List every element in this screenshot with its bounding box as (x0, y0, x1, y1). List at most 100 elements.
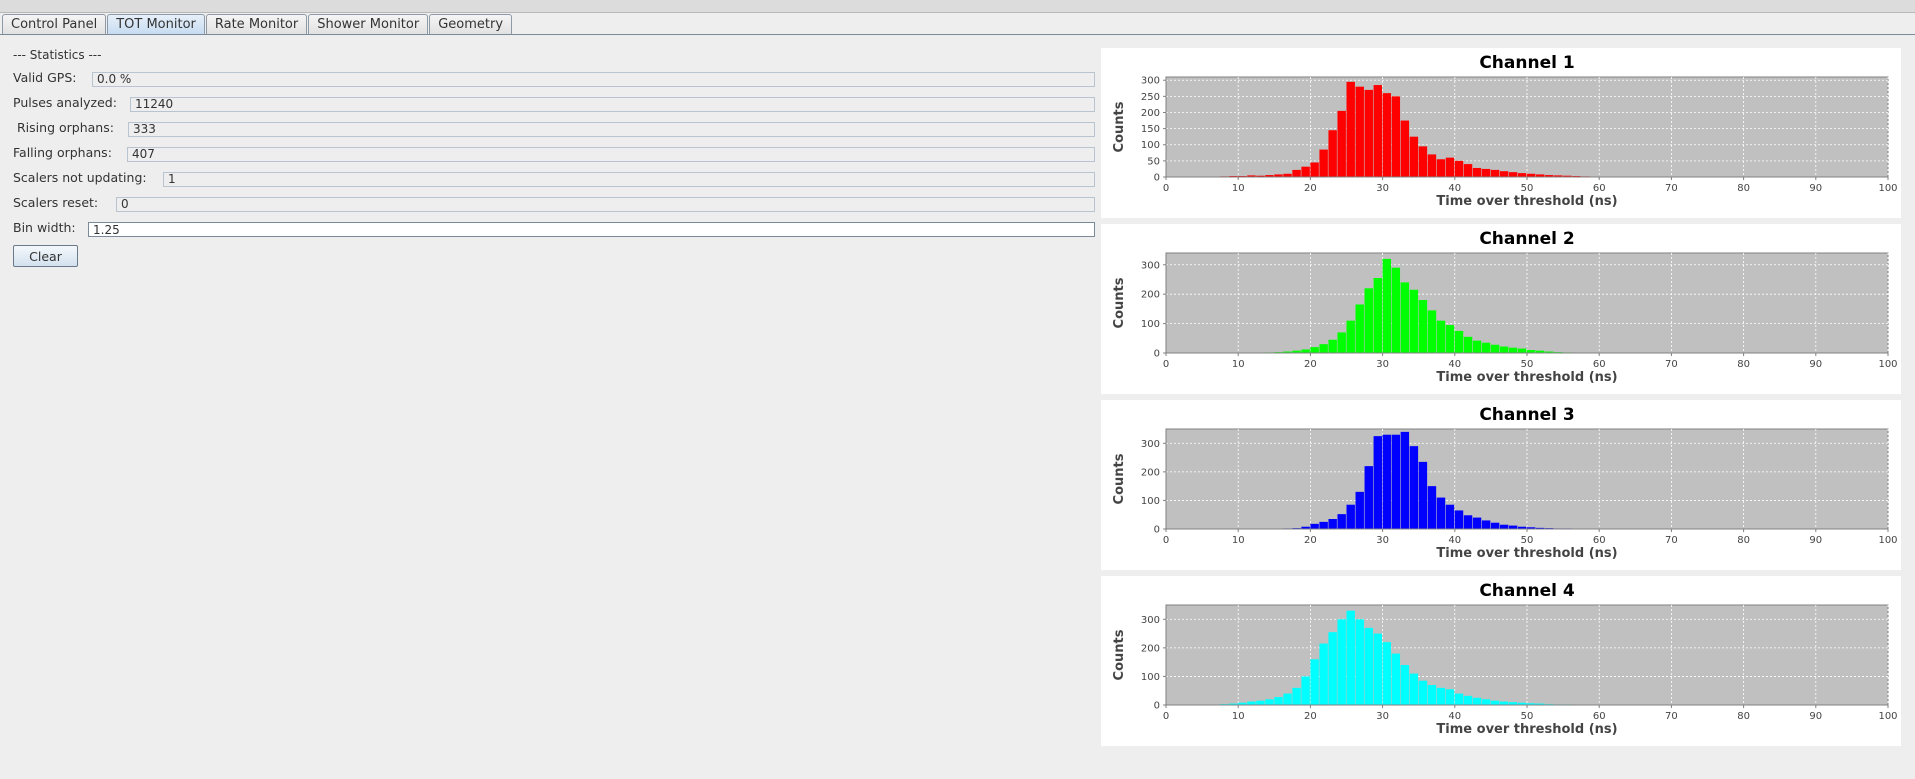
histogram-bar (1454, 510, 1464, 529)
y-tick-label: 250 (1141, 92, 1160, 103)
x-tick-label: 50 (1521, 535, 1534, 546)
histogram-bar (1536, 527, 1545, 529)
histogram-bar (1463, 515, 1473, 529)
channel-2-panel: Channel 2 0 10 20 30 40 50 60 70 80 90 100 0 100 200 30… (1101, 224, 1901, 394)
histogram-bar (1292, 350, 1301, 353)
tab-control-panel[interactable]: Control Panel (2, 14, 107, 34)
histogram-bar (1391, 267, 1401, 353)
y-tick-label: 0 (1154, 349, 1160, 360)
histogram-bar (1274, 697, 1283, 705)
x-tick-label: 10 (1232, 359, 1245, 370)
histogram-bar (1283, 693, 1292, 705)
histogram-bar (1328, 130, 1337, 177)
x-axis-label: Time over threshold (ns) (1436, 370, 1617, 385)
y-tick-label: 200 (1141, 643, 1160, 654)
x-tick-label: 100 (1878, 183, 1897, 194)
histogram-bar (1301, 349, 1310, 353)
x-tick-label: 70 (1665, 183, 1678, 194)
histogram-bar (1319, 149, 1328, 177)
histogram-bar (1301, 526, 1310, 529)
histogram-bar (1391, 96, 1401, 177)
histogram-bar (1409, 136, 1419, 177)
histogram-bar (1436, 687, 1446, 705)
histogram-bar (1301, 676, 1310, 705)
histogram-bar (1517, 702, 1527, 705)
histogram-bar (1382, 642, 1392, 705)
y-axis-label: Counts (1112, 101, 1127, 152)
rising-orphans-label: Rising orphans: (17, 120, 114, 135)
histogram-bar (1373, 633, 1382, 705)
x-tick-label: 20 (1304, 535, 1317, 546)
histogram-bar (1382, 434, 1392, 529)
histogram-bar (1346, 320, 1355, 353)
x-tick-label: 90 (1809, 359, 1822, 370)
x-tick-label: 80 (1737, 183, 1750, 194)
x-tick-label: 50 (1521, 711, 1534, 722)
channel-2-chart: Channel 2 0 10 20 30 40 50 60 70 80 90 100 0 100 200 30… (1112, 229, 1898, 385)
histogram-bar (1256, 175, 1265, 177)
histogram-bar (1436, 159, 1446, 177)
tab-rate-monitor[interactable]: Rate Monitor (205, 14, 308, 34)
channel-3-panel: Channel 3 0 10 20 30 40 50 60 70 80 90 100 0 100 200 30… (1101, 400, 1901, 570)
x-tick-label: 0 (1163, 183, 1169, 194)
x-tick-label: 40 (1448, 535, 1461, 546)
histogram-bar (1481, 699, 1491, 705)
histogram-bar (1355, 491, 1364, 529)
x-tick-label: 80 (1737, 535, 1750, 546)
histogram-bar (1382, 258, 1392, 353)
histogram-bar (1400, 282, 1410, 353)
y-tick-label: 100 (1141, 319, 1160, 330)
y-tick-label: 200 (1141, 290, 1160, 301)
y-tick-label: 300 (1141, 76, 1160, 87)
histogram-bar (1436, 320, 1446, 353)
y-tick-label: 0 (1154, 525, 1160, 536)
histogram-bar (1355, 86, 1364, 177)
histogram-bar (1274, 174, 1283, 177)
tab-tot-monitor[interactable]: TOT Monitor (107, 14, 205, 34)
histogram-bar (1364, 288, 1373, 353)
histogram-bar (1364, 627, 1373, 705)
histogram-bar (1481, 520, 1491, 529)
histogram-bar (1373, 278, 1382, 353)
histogram-bar (1481, 168, 1491, 177)
histogram-bar (1499, 701, 1509, 705)
clear-button[interactable]: Clear (13, 245, 78, 267)
tab-geometry[interactable]: Geometry (429, 14, 513, 34)
channel-1-panel: Channel 1 0 10 20 30 40 50 60 70 80 90 100 0 50 100 150… (1101, 48, 1901, 218)
histogram-bar (1472, 167, 1482, 177)
rising-orphans-field: 333 (128, 122, 1095, 137)
chart-title: Channel 3 (1479, 405, 1574, 425)
histogram-bar (1545, 351, 1554, 353)
x-tick-label: 60 (1593, 359, 1606, 370)
x-tick-label: 90 (1809, 183, 1822, 194)
histogram-bar (1247, 175, 1256, 177)
histogram-bar (1527, 350, 1536, 353)
histogram-bar (1454, 693, 1464, 705)
scalers-not-updating-field: 1 (163, 172, 1095, 187)
x-tick-label: 20 (1304, 183, 1317, 194)
histogram-bar (1472, 697, 1482, 705)
x-tick-label: 20 (1304, 359, 1317, 370)
x-tick-label: 80 (1737, 359, 1750, 370)
histogram-bar (1292, 169, 1301, 177)
histogram-bar (1463, 695, 1473, 705)
histogram-bar (1373, 436, 1382, 529)
histogram-bar (1536, 350, 1545, 353)
bin-width-input[interactable] (88, 222, 1095, 237)
histogram-bar (1463, 164, 1473, 177)
y-tick-label: 100 (1141, 496, 1160, 507)
x-tick-label: 80 (1737, 711, 1750, 722)
x-tick-label: 100 (1878, 535, 1897, 546)
tab-shower-monitor[interactable]: Shower Monitor (308, 14, 429, 34)
histogram-bar (1373, 85, 1382, 177)
histogram-bar (1409, 446, 1419, 529)
histogram-bar (1563, 175, 1572, 177)
histogram-bar (1346, 81, 1355, 177)
histogram-bar (1418, 146, 1428, 177)
x-tick-label: 10 (1232, 183, 1245, 194)
histogram-bar (1536, 174, 1545, 177)
histogram-bar (1328, 632, 1337, 705)
histogram-bar (1508, 702, 1518, 705)
histogram-bar (1337, 110, 1346, 177)
histogram-bar (1256, 700, 1265, 705)
